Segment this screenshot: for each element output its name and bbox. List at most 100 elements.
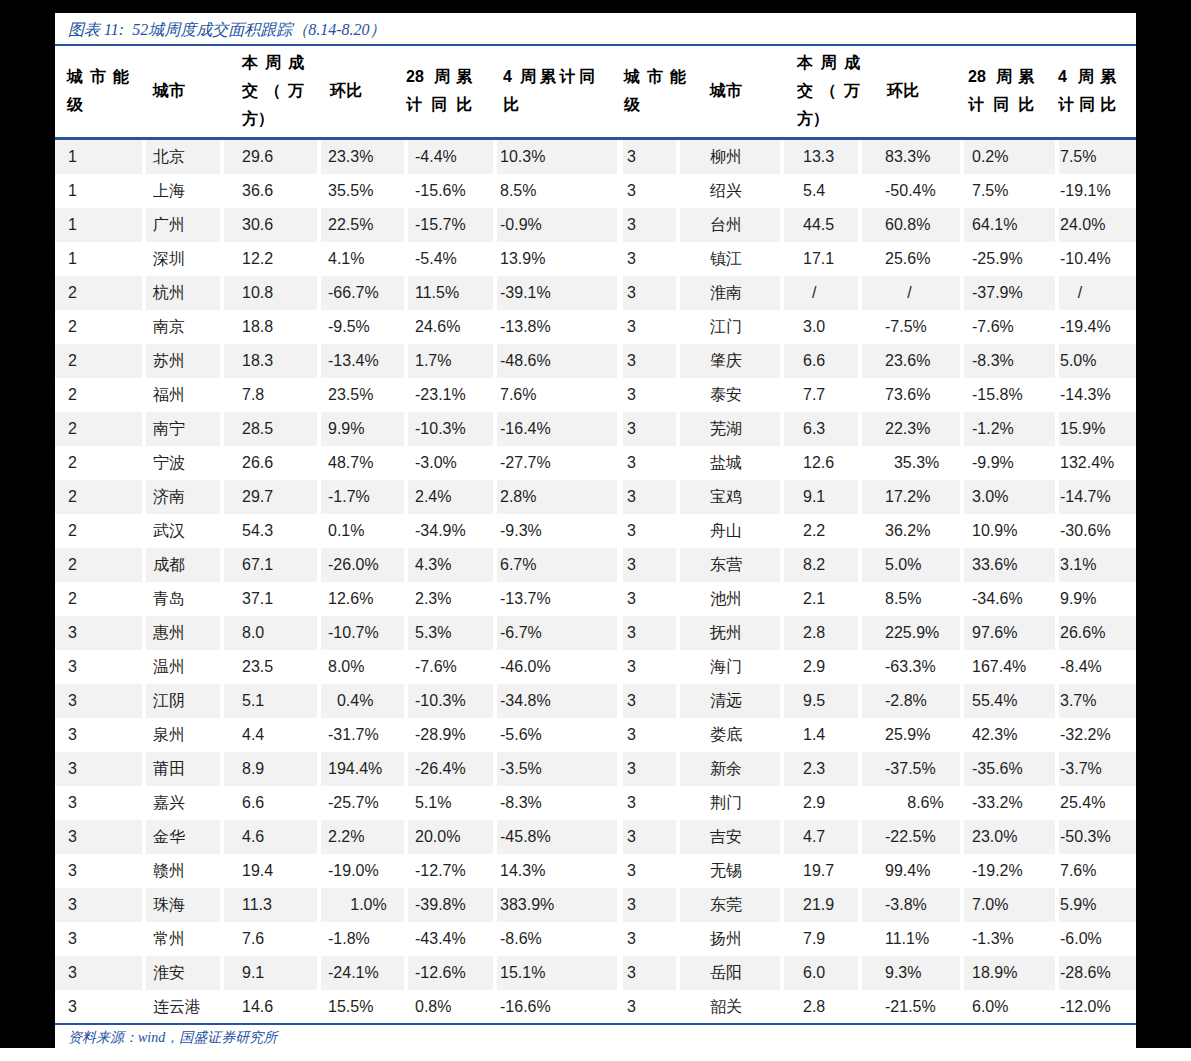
tier-cell-right: 3 bbox=[617, 548, 676, 582]
yoy28-cell-left: -4.4% bbox=[404, 140, 493, 174]
city-cell-left: 深圳 bbox=[142, 242, 220, 276]
yoy28-cell-right: -33.2% bbox=[960, 786, 1055, 820]
table-row: 2 杭州 10.8 -66.7% 11.5% -39.1% 3 淮南 / / -… bbox=[55, 276, 1136, 310]
yoy4-cell-left: -8.6% bbox=[493, 922, 617, 956]
city-cell-right: 东莞 bbox=[676, 888, 780, 922]
yoy28-cell-right: 167.4% bbox=[960, 650, 1055, 684]
wow-cell-left: -24.1% bbox=[317, 956, 404, 990]
yoy28-cell-left: -15.6% bbox=[404, 174, 493, 208]
table-row: 1 北京 29.6 23.3% -4.4% 10.3% 3 柳州 13.3 83… bbox=[55, 140, 1136, 174]
wow-cell-right: 225.9% bbox=[858, 616, 960, 650]
yoy28-cell-right: -25.9% bbox=[960, 242, 1055, 276]
wow-cell-left: 22.5% bbox=[317, 208, 404, 242]
wow-cell-left: 0.4% bbox=[317, 684, 404, 718]
tier-cell-right: 3 bbox=[617, 650, 676, 684]
city-cell-left: 泉州 bbox=[142, 718, 220, 752]
tier-cell-left: 2 bbox=[55, 344, 142, 378]
tier-cell-left: 2 bbox=[55, 310, 142, 344]
volume-cell-right: 6.6 bbox=[780, 344, 858, 378]
tier-cell-right: 3 bbox=[617, 786, 676, 820]
header-tier-right: 城市能级 bbox=[624, 46, 686, 136]
yoy28-cell-right: -34.6% bbox=[960, 582, 1055, 616]
yoy28-cell-left: 5.1% bbox=[404, 786, 493, 820]
yoy4-cell-right: 25.4% bbox=[1055, 786, 1136, 820]
tier-cell-right: 3 bbox=[617, 310, 676, 344]
table-row: 2 成都 67.1 -26.0% 4.3% 6.7% 3 东营 8.2 5.0%… bbox=[55, 548, 1136, 582]
city-cell-left: 南宁 bbox=[142, 412, 220, 446]
bottom-margin bbox=[0, 1048, 1191, 1061]
yoy4-cell-right: -14.7% bbox=[1055, 480, 1136, 514]
wow-cell-left: 4.1% bbox=[317, 242, 404, 276]
yoy28-cell-right: 7.5% bbox=[960, 174, 1055, 208]
table-row: 3 泉州 4.4 -31.7% -28.9% -5.6% 3 娄底 1.4 25… bbox=[55, 718, 1136, 752]
volume-cell-right: 6.0 bbox=[780, 956, 858, 990]
yoy28-cell-right: -19.2% bbox=[960, 854, 1055, 888]
city-cell-right: 扬州 bbox=[676, 922, 780, 956]
yoy4-cell-left: 15.1% bbox=[493, 956, 617, 990]
wow-cell-left: 35.5% bbox=[317, 174, 404, 208]
yoy4-cell-right: -10.4% bbox=[1055, 242, 1136, 276]
city-cell-right: 江门 bbox=[676, 310, 780, 344]
header-yoy28-right: 28 周累计同比 bbox=[968, 46, 1034, 136]
yoy28-cell-left: -12.6% bbox=[404, 956, 493, 990]
wow-cell-right: 36.2% bbox=[858, 514, 960, 548]
table-row: 3 温州 23.5 8.0% -7.6% -46.0% 3 海门 2.9 -63… bbox=[55, 650, 1136, 684]
volume-cell-left: 28.5 bbox=[220, 412, 317, 446]
table-row: 3 嘉兴 6.6 -25.7% 5.1% -8.3% 3 荆门 2.9 8.6%… bbox=[55, 786, 1136, 820]
header-city-left: 城市 bbox=[153, 46, 197, 136]
volume-cell-left: 54.3 bbox=[220, 514, 317, 548]
tier-cell-left: 3 bbox=[55, 786, 142, 820]
city-cell-right: 池州 bbox=[676, 582, 780, 616]
yoy4-cell-right: 7.6% bbox=[1055, 854, 1136, 888]
yoy28-cell-right: 42.3% bbox=[960, 718, 1055, 752]
yoy4-cell-right: -32.2% bbox=[1055, 718, 1136, 752]
wow-cell-right: 22.3% bbox=[858, 412, 960, 446]
volume-cell-left: 67.1 bbox=[220, 548, 317, 582]
city-cell-right: 抚州 bbox=[676, 616, 780, 650]
wow-cell-right: 8.5% bbox=[858, 582, 960, 616]
wow-cell-right: -21.5% bbox=[858, 990, 960, 1024]
volume-cell-left: 19.4 bbox=[220, 854, 317, 888]
volume-cell-right: 2.2 bbox=[780, 514, 858, 548]
wow-cell-left: -1.8% bbox=[317, 922, 404, 956]
table-body: 1 北京 29.6 23.3% -4.4% 10.3% 3 柳州 13.3 83… bbox=[55, 140, 1136, 1024]
yoy4-cell-left: -48.6% bbox=[493, 344, 617, 378]
yoy4-cell-left: -45.8% bbox=[493, 820, 617, 854]
yoy4-cell-left: 10.3% bbox=[493, 140, 617, 174]
wow-cell-left: 0.1% bbox=[317, 514, 404, 548]
yoy28-cell-left: -23.1% bbox=[404, 378, 493, 412]
yoy4-cell-left: -46.0% bbox=[493, 650, 617, 684]
yoy28-cell-right: 3.0% bbox=[960, 480, 1055, 514]
city-cell-left: 福州 bbox=[142, 378, 220, 412]
yoy28-cell-left: 11.5% bbox=[404, 276, 493, 310]
yoy4-cell-left: 14.3% bbox=[493, 854, 617, 888]
yoy4-cell-left: 8.5% bbox=[493, 174, 617, 208]
yoy28-cell-left: -5.4% bbox=[404, 242, 493, 276]
report-page: 图表 11: 52城周度成交面积跟踪（8.14-8.20） 城市能级 城市 本周… bbox=[55, 13, 1136, 1048]
city-cell-left: 杭州 bbox=[142, 276, 220, 310]
wow-cell-left: 9.9% bbox=[317, 412, 404, 446]
table-row: 3 连云港 14.6 15.5% 0.8% -16.6% 3 韶关 2.8 -2… bbox=[55, 990, 1136, 1024]
yoy28-cell-left: -7.6% bbox=[404, 650, 493, 684]
city-cell-right: 宝鸡 bbox=[676, 480, 780, 514]
yoy4-cell-right: 5.9% bbox=[1055, 888, 1136, 922]
wow-cell-left: 8.0% bbox=[317, 650, 404, 684]
yoy4-cell-right: -8.4% bbox=[1055, 650, 1136, 684]
table-row: 3 淮安 9.1 -24.1% -12.6% 15.1% 3 岳阳 6.0 9.… bbox=[55, 956, 1136, 990]
table-row: 3 赣州 19.4 -19.0% -12.7% 14.3% 3 无锡 19.7 … bbox=[55, 854, 1136, 888]
city-cell-left: 珠海 bbox=[142, 888, 220, 922]
table-bottom-rule bbox=[55, 1023, 1136, 1026]
yoy28-cell-left: 24.6% bbox=[404, 310, 493, 344]
tier-cell-right: 3 bbox=[617, 276, 676, 310]
wow-cell-left: -1.7% bbox=[317, 480, 404, 514]
yoy4-cell-right: 3.7% bbox=[1055, 684, 1136, 718]
wow-cell-left: -25.7% bbox=[317, 786, 404, 820]
volume-cell-left: 5.1 bbox=[220, 684, 317, 718]
yoy28-cell-right: 23.0% bbox=[960, 820, 1055, 854]
wow-cell-left: 15.5% bbox=[317, 990, 404, 1024]
wow-cell-right: 11.1% bbox=[858, 922, 960, 956]
city-cell-left: 嘉兴 bbox=[142, 786, 220, 820]
header-tier-left: 城市能级 bbox=[67, 46, 129, 136]
table-row: 1 广州 30.6 22.5% -15.7% -0.9% 3 台州 44.5 6… bbox=[55, 208, 1136, 242]
yoy4-cell-left: 383.9% bbox=[493, 888, 617, 922]
